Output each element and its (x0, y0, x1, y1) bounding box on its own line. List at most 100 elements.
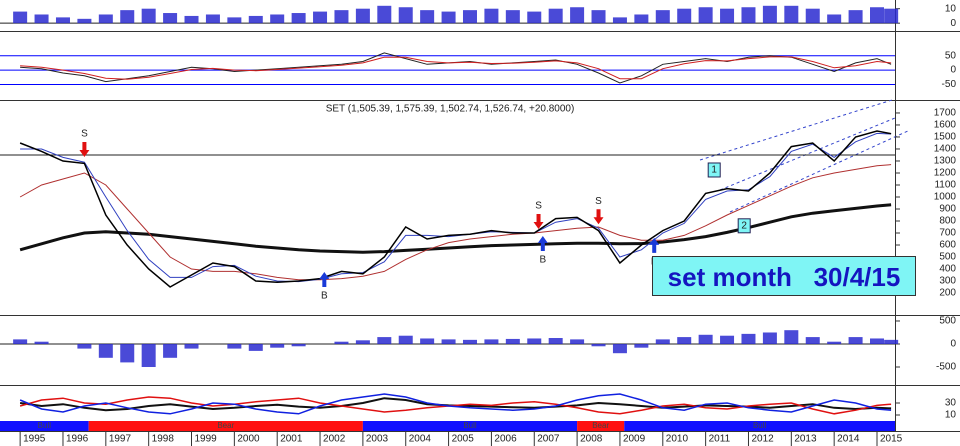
x-tick-label: 2015 (880, 434, 903, 445)
regime-label: Bear (217, 421, 234, 430)
y-tick-label: 200 (939, 288, 956, 299)
bar (334, 10, 349, 24)
box-label: 1 (711, 165, 717, 176)
signal-label: B (539, 255, 546, 266)
bar (420, 10, 435, 24)
regime-label: Bear (592, 421, 609, 430)
y-tick-label: 1000 (934, 192, 957, 203)
bar (163, 13, 178, 24)
x-tick-label: 2001 (280, 434, 303, 445)
bar (720, 335, 735, 344)
bar (741, 7, 756, 24)
y-tick-label: 600 (939, 240, 956, 251)
y-tick-label: 0 (950, 18, 956, 29)
channel (699, 99, 911, 213)
series-line (19, 164, 892, 281)
series-line (19, 396, 892, 415)
bar (784, 5, 799, 24)
box-marker (737, 218, 751, 234)
signal-arrow (79, 141, 90, 157)
bar (784, 330, 799, 344)
bar (98, 343, 113, 358)
y-tick-label: 10 (945, 3, 957, 14)
x-tick-label: 2010 (666, 434, 689, 445)
x-tick-label: 2000 (237, 434, 260, 445)
bar (762, 332, 777, 344)
bar (484, 339, 499, 344)
bar (120, 10, 135, 24)
bar (55, 17, 70, 24)
series-line (19, 130, 892, 288)
bar (98, 14, 113, 24)
box-marker (707, 162, 721, 178)
bar (141, 343, 156, 368)
bar (291, 343, 306, 347)
bar (398, 335, 413, 344)
bar (34, 341, 49, 344)
x-tick-label: 1996 (66, 434, 89, 445)
bar (655, 10, 670, 24)
bar (805, 8, 820, 24)
y-tick-label: 1300 (934, 156, 957, 167)
y-tick-label: 900 (939, 204, 956, 215)
y-tick-label: 0 (950, 65, 956, 76)
y-tick-label: 1400 (934, 144, 957, 155)
bar (805, 337, 820, 344)
bar (827, 14, 842, 24)
x-tick-label: 2003 (366, 434, 389, 445)
x-tick-label: 2012 (751, 434, 774, 445)
y-tick-label: 400 (939, 264, 956, 275)
bar (762, 5, 777, 24)
bar (120, 343, 135, 363)
bar (505, 338, 520, 344)
bar (291, 13, 306, 24)
bar (698, 7, 713, 24)
bar (248, 343, 263, 351)
x-tick-label: 1999 (195, 434, 218, 445)
bar (677, 8, 692, 24)
regime-label: Bull (753, 421, 767, 430)
bar (462, 10, 477, 24)
bar (377, 337, 392, 344)
x-tick-label: 2011 (709, 434, 731, 445)
x-tick-label: 2008 (580, 434, 603, 445)
frame (0, 0, 960, 432)
bar (870, 338, 885, 344)
x-tick-label: 1997 (109, 434, 132, 445)
bar (270, 14, 285, 24)
x-tick-label: 2005 (452, 434, 475, 445)
regime-band (88, 421, 363, 431)
series-line (19, 203, 892, 254)
signal-arrow (537, 236, 548, 252)
bar (248, 15, 263, 24)
bar (462, 339, 477, 344)
x-tick-label: 2006 (494, 434, 517, 445)
regime-label: Bull (463, 421, 477, 430)
x-tick-label: 2009 (623, 434, 646, 445)
regime-band (362, 421, 578, 431)
chart-title: SET (1,505.39, 1,575.39, 1,502.74, 1,526… (326, 104, 575, 115)
bar (527, 11, 542, 24)
bar (441, 339, 456, 344)
signal-label: S (81, 129, 88, 140)
bar (591, 10, 606, 24)
x-tick-label: 1995 (23, 434, 46, 445)
bar (677, 337, 692, 344)
y-tick-label: 1100 (934, 180, 956, 191)
bar (570, 7, 585, 24)
x-tick-label: 2007 (537, 434, 560, 445)
signal-arrow (649, 237, 660, 253)
y-tick-label: 300 (939, 276, 956, 287)
bar (377, 5, 392, 24)
y-tick-label: 500 (939, 316, 956, 327)
bar (184, 343, 199, 349)
chart-label: set month 30/4/15 (652, 256, 916, 296)
y-tick-label: 800 (939, 216, 956, 227)
y-tick-label: 10 (945, 410, 957, 421)
signal-arrow (593, 209, 604, 225)
y-tick-label: 700 (939, 228, 956, 239)
bar (741, 333, 756, 344)
bar (270, 343, 285, 348)
bar (227, 343, 242, 349)
